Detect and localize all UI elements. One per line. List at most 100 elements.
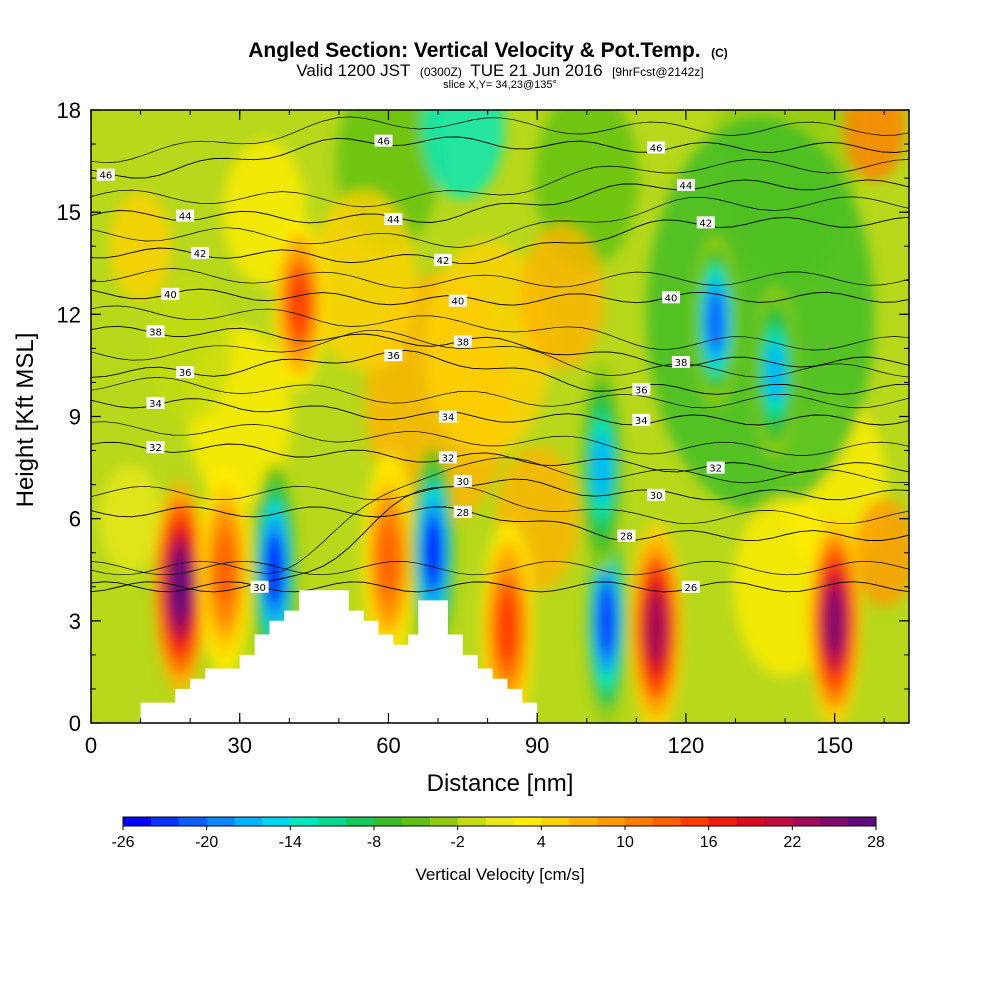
isentrope-label: 46 xyxy=(96,168,115,182)
colorbar-bin xyxy=(736,817,765,826)
isentrope-minor xyxy=(91,329,909,378)
colorbar-bin xyxy=(625,817,654,826)
isentrope-label-box xyxy=(438,410,457,423)
colorbar-bin xyxy=(178,817,208,826)
isentrope-label-text: 42 xyxy=(699,218,712,229)
isentrope-label: 40 xyxy=(161,287,180,301)
isentrope-label-box xyxy=(453,475,472,488)
isentrope-label-text: 46 xyxy=(650,143,663,154)
colorbar-bin xyxy=(457,817,487,826)
isentrope-label-box xyxy=(676,178,695,191)
isentrope-minor xyxy=(91,116,909,164)
isentrope-label-box xyxy=(176,366,195,379)
isentrope-label: 30 xyxy=(647,488,666,502)
isentrope-label-box xyxy=(647,488,666,501)
isentrope-label: 42 xyxy=(191,247,210,260)
isentrope-label-text: 26 xyxy=(684,583,697,594)
field-patch xyxy=(843,110,906,182)
colorbar-tick-label: 10 xyxy=(616,834,634,851)
isentrope-40 xyxy=(91,288,909,306)
colorbar-bin xyxy=(346,817,375,826)
isentrope-label-box xyxy=(384,349,403,362)
isentrope-label-box xyxy=(632,383,651,396)
x-tick-label: 30 xyxy=(227,733,251,758)
isentrope-label-box xyxy=(146,325,165,338)
colorbar-bin xyxy=(764,817,793,826)
isentrope-label-box xyxy=(632,413,651,426)
x-axis: 0 30 60 90 120 150 xyxy=(85,110,885,758)
isentrope-label-text: 40 xyxy=(164,290,177,301)
forecast-tag: [9hrFcst@2142z] xyxy=(612,65,704,79)
updraft-core xyxy=(824,586,845,656)
isentrope-label: 36 xyxy=(176,366,195,379)
isentrope-label: 42 xyxy=(433,253,452,267)
isentrope-lines xyxy=(91,116,909,593)
colorbar-tick-label: -14 xyxy=(279,834,302,851)
isentrope-label-text: 32 xyxy=(442,453,455,464)
isentrope-label: 34 xyxy=(146,396,165,410)
isentrope-label-text: 38 xyxy=(149,327,162,338)
valid-date: TUE 21 Jun 2016 xyxy=(470,61,602,80)
downdraft-core xyxy=(592,432,611,503)
colorbar-bin xyxy=(569,817,598,826)
x-axis-label: Distance [nm] xyxy=(427,770,574,797)
field-patch xyxy=(853,498,909,607)
colorbar-tick-label: 4 xyxy=(537,834,546,851)
downdraft-core xyxy=(706,290,725,352)
isentrope-label: 38 xyxy=(453,335,472,349)
isentrope-label-box xyxy=(448,294,467,307)
updraft-core xyxy=(289,273,310,335)
colorbar-bin xyxy=(848,817,877,826)
terrain-mask xyxy=(91,590,909,723)
isentrope-label-text: 36 xyxy=(387,351,400,362)
valid-prefix: Valid 1200 JST xyxy=(296,61,410,80)
isentrope-minor xyxy=(91,377,909,409)
isentrope-34 xyxy=(91,398,909,426)
isentrope-label-box xyxy=(146,441,165,454)
x-tick-label: 150 xyxy=(816,733,853,758)
isentrope-label-box xyxy=(706,461,725,474)
isentrope-label-text: 38 xyxy=(675,358,688,369)
isentrope-minor xyxy=(91,485,909,525)
isentrope-label-text: 30 xyxy=(456,477,469,488)
isentrope-46 xyxy=(91,136,909,179)
isentrope-minor xyxy=(91,560,909,576)
colorbar-bin xyxy=(318,817,347,826)
isentrope-label-text: 34 xyxy=(442,413,455,424)
isentrope-36 xyxy=(91,349,909,395)
colorbar-tick-label: 16 xyxy=(700,834,718,851)
isentrope-label-box xyxy=(662,291,681,304)
velocity-field xyxy=(99,110,909,723)
valid-utc: (0300Z) xyxy=(420,65,462,79)
colorbar-bin xyxy=(680,817,710,826)
isentrope-label-box xyxy=(681,580,700,593)
isentrope-minor xyxy=(91,268,909,289)
colorbar-bin xyxy=(708,817,738,826)
colorbar-bin xyxy=(206,817,236,826)
isentrope-label-box xyxy=(384,212,403,225)
isentrope-label-text: 38 xyxy=(456,338,469,349)
colorbar-bin xyxy=(513,817,542,826)
isentrope-label: 36 xyxy=(384,349,403,362)
isentrope-label-text: 32 xyxy=(709,464,722,475)
isentrope-label: 30 xyxy=(453,475,472,488)
isentrope-label: 40 xyxy=(662,291,681,304)
y-tick-label: 6 xyxy=(69,507,81,532)
colorbar-bin xyxy=(150,817,180,826)
isentrope-label-text: 40 xyxy=(451,297,464,308)
isentrope-label-text: 46 xyxy=(377,137,390,148)
y-tick-label: 15 xyxy=(57,200,81,225)
colorbar-bin xyxy=(597,817,626,826)
colorbar-bin xyxy=(290,817,319,826)
isentrope-labels: 46 46 46 44 44 44 42 42 42 40 40 40 38 38 38 36 36 36 34 34… xyxy=(96,134,725,594)
isentrope-30 xyxy=(91,478,909,593)
colorbar-bin xyxy=(123,817,152,826)
updraft-core xyxy=(214,535,235,605)
isentrope-minor xyxy=(91,457,909,576)
isentrope-label-box xyxy=(617,529,636,542)
colorbar-tick-label: -26 xyxy=(111,834,134,851)
isentrope-minor xyxy=(91,196,909,248)
isentrope-label-text: 28 xyxy=(456,508,469,519)
isentrope-label-box xyxy=(96,168,115,181)
isentrope-28 xyxy=(91,506,909,542)
